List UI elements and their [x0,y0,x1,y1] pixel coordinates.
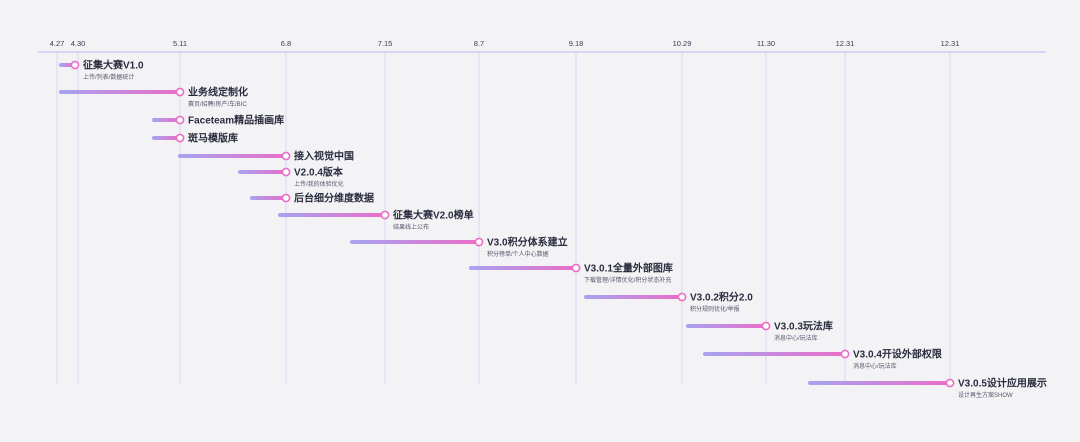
milestone-title: V2.0.4版本 [294,166,344,179]
milestone-subtitle: 设计再生方案SHOW [958,391,1013,399]
milestone-subtitle: 消息中心/玩法库 [774,334,818,342]
milestone: 斑马模版库 [152,132,238,145]
tick-label: 11.30 [757,39,775,48]
milestone-bar [350,240,479,244]
milestone-title: V3.0.3玩法库 [774,320,833,333]
milestone-bar [238,170,286,174]
milestone-title: V3.0积分体系建立 [487,236,568,249]
milestone-marker [840,349,850,359]
tick-label: 8.7 [474,39,484,48]
milestone-bar [584,295,682,299]
tick-label: 4.27 [50,39,65,48]
milestone-subtitle: 上传/列表/数据统计 [83,73,134,81]
milestone-title: 接入视觉中国 [294,150,354,163]
milestone-bar [278,213,385,217]
milestone-marker [380,210,390,220]
milestone-subtitle: 赛页/招聘/房产/车/BIC [188,100,247,108]
tick-labels: 4.27 4.30 5.11 6.8 7.15 8.7 9.18 10.29 11.30 12.3… [50,39,960,48]
tick-label: 7.15 [378,39,393,48]
tick-label: 12.31 [836,39,855,48]
tick-label: 9.18 [569,39,584,48]
tick-label: 6.8 [281,39,291,48]
milestone-subtitle: 上传/我的体验优化 [294,180,344,188]
milestone: 接入视觉中国 [178,150,354,163]
milestone-marker [281,193,291,203]
milestone-bar [469,266,576,270]
milestone-marker [571,263,581,273]
milestone-bar [178,154,286,158]
milestone-subtitle: 消息中心/玩法库 [853,362,897,370]
milestone-bar [250,196,286,200]
milestone-subtitle: 结果线上公布 [393,223,429,231]
milestone-marker [70,60,80,70]
milestone-title: 征集大赛V1.0 [83,59,144,72]
milestone-subtitle: 积分榜单/个人中心数据 [487,250,549,258]
milestone-title: V3.0.1全量外部图库 [584,262,673,275]
milestone-title: 征集大赛V2.0榜单 [393,209,474,222]
tick-label: 4.30 [71,39,86,48]
milestone-bar [686,324,766,328]
milestone: 后台细分维度数据 [250,192,374,205]
milestone-bar [703,352,845,356]
milestone-title: V3.0.4开设外部权限 [853,348,943,361]
milestone: 征集大赛V1.0上传/列表/数据统计 [59,59,144,81]
milestone-bar [152,136,180,140]
milestone-marker [761,321,771,331]
milestone: Faceteam精品插画库 [152,114,284,127]
milestone-subtitle: 下载管理/详情优化/积分状态补充 [584,276,671,284]
milestone-title: 斑马模版库 [188,132,238,145]
milestone-bar [808,381,950,385]
milestone-title: V3.0.5设计应用展示 [958,377,1047,390]
milestone-title: Faceteam精品插画库 [188,114,284,127]
milestone-bar [152,118,180,122]
milestone-title: V3.0.2积分2.0 [690,291,753,304]
milestone-bar [59,90,180,94]
milestone-subtitle: 积分规则优化/举报 [690,305,740,313]
milestone-marker [175,133,185,143]
milestone-marker [281,151,291,161]
milestone-marker [945,378,955,388]
milestone-title: 业务线定制化 [188,86,248,99]
milestone-marker [175,115,185,125]
milestone-marker [175,87,185,97]
tick-label: 12.31 [941,39,960,48]
milestone-marker [281,167,291,177]
milestone-title: 后台细分维度数据 [294,192,374,205]
milestone-marker [677,292,687,302]
milestone-marker [474,237,484,247]
tick-label: 5.11 [173,39,187,48]
tick-label: 10.29 [673,39,692,48]
